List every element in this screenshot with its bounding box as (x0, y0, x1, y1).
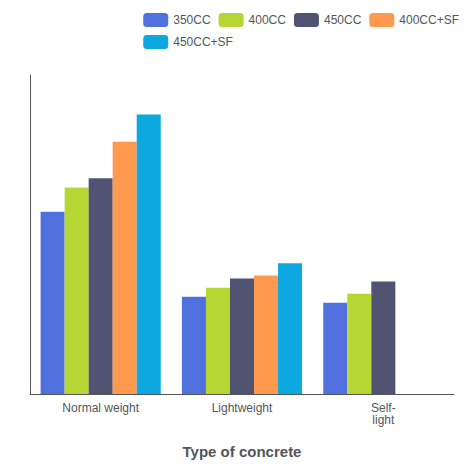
svg-text:400CC: 400CC (249, 13, 287, 27)
svg-text:Lightweight: Lightweight (212, 401, 273, 415)
svg-text:400CC+SF: 400CC+SF (399, 13, 459, 27)
svg-text:Self-: Self- (371, 401, 396, 415)
svg-text:350CC: 350CC (173, 13, 211, 27)
svg-text:light: light (372, 413, 395, 427)
svg-text:450CC+SF: 450CC+SF (173, 35, 233, 49)
svg-text:Type of concrete: Type of concrete (183, 443, 302, 460)
svg-text:Normal weight: Normal weight (62, 401, 139, 415)
svg-text:450CC: 450CC (324, 13, 362, 27)
